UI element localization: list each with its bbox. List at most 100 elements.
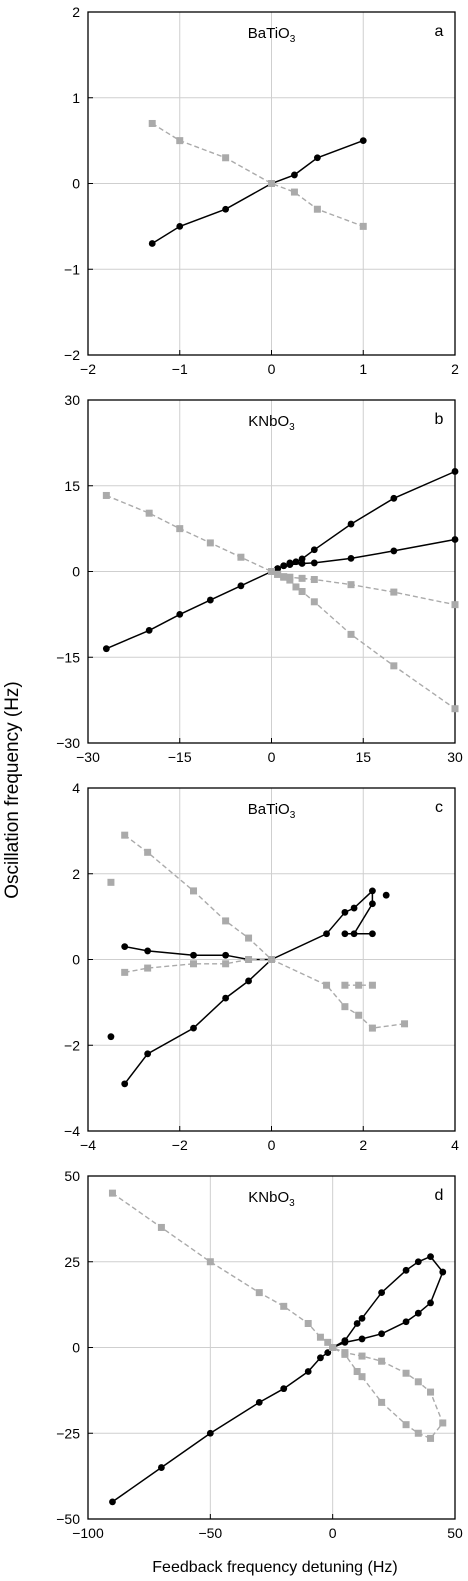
data-point: [378, 1398, 386, 1406]
data-point: [378, 1357, 386, 1365]
data-point: [268, 568, 275, 575]
data-point: [316, 1333, 324, 1341]
data-point: [347, 554, 355, 562]
data-point: [148, 240, 156, 247]
y-axis-label: Oscillation frequency (Hz): [2, 681, 23, 899]
data-point: [317, 1354, 324, 1362]
y-tick-label: 1: [72, 90, 80, 106]
x-tick-label: −100: [72, 1525, 104, 1541]
x-tick-label: 2: [451, 361, 459, 377]
data-point: [350, 904, 358, 912]
series-line: [124, 958, 272, 974]
data-point: [237, 582, 245, 590]
data-point: [313, 154, 321, 162]
data-point: [390, 662, 398, 670]
data-point: [439, 1268, 447, 1276]
data-point: [157, 1223, 165, 1231]
data-point: [451, 468, 459, 475]
data-point: [310, 546, 318, 554]
series-line: [151, 139, 364, 245]
data-point: [347, 630, 355, 638]
data-point: [427, 1299, 434, 1307]
panel-label: a: [435, 23, 444, 40]
data-point: [341, 1003, 349, 1011]
x-tick-label: −1: [172, 361, 188, 377]
data-point: [323, 930, 330, 938]
y-tick-label: 50: [64, 1168, 80, 1184]
y-tick-label: −25: [56, 1425, 80, 1441]
data-point: [176, 137, 184, 145]
data-point: [401, 1020, 409, 1028]
x-tick-label: −4: [80, 1137, 96, 1153]
data-point: [274, 570, 282, 578]
data-point: [353, 1368, 361, 1376]
data-point: [144, 964, 152, 972]
data-point: [102, 645, 110, 653]
data-point: [358, 1314, 366, 1322]
data-point: [121, 1080, 129, 1088]
x-tick-label: 4: [451, 1137, 459, 1153]
data-point: [222, 205, 230, 213]
panel-title: BaTiO3: [248, 25, 296, 45]
data-point: [206, 1258, 214, 1266]
y-tick-label: 4: [72, 780, 80, 796]
data-point: [102, 491, 110, 499]
data-point: [402, 1318, 410, 1326]
data-point: [280, 562, 288, 570]
data-point: [222, 960, 230, 968]
data-point: [280, 573, 288, 581]
data-point: [355, 1011, 363, 1019]
data-point: [414, 1429, 422, 1437]
data-point: [358, 1352, 366, 1360]
data-point: [439, 1419, 447, 1427]
data-point: [286, 561, 294, 569]
data-point: [290, 188, 298, 196]
data-point: [109, 1498, 116, 1506]
series-line: [112, 1255, 444, 1503]
series-line: [151, 122, 364, 228]
y-tick-label: 0: [72, 1340, 80, 1356]
data-point: [451, 536, 459, 543]
data-point: [206, 596, 214, 604]
data-point: [358, 1373, 366, 1381]
series-line: [112, 1192, 444, 1440]
x-tick-label: 0: [268, 1137, 276, 1153]
data-point: [121, 968, 129, 976]
data-point: [222, 154, 230, 162]
data-point: [313, 205, 321, 213]
data-point: [158, 1464, 165, 1471]
y-tick-label: −4: [64, 1123, 80, 1139]
data-point: [222, 951, 230, 959]
data-point: [451, 601, 459, 609]
data-point: [427, 1388, 435, 1396]
data-point: [368, 1024, 376, 1032]
data-point: [245, 977, 252, 985]
chart-panel-a: −2 −1 0 1 2 −2 −1 0 1 2 BaTiO3 a: [64, 4, 459, 377]
data-point: [222, 994, 230, 1002]
x-tick-label: 0: [268, 749, 276, 765]
y-tick-label: −15: [56, 649, 80, 665]
data-point: [148, 119, 156, 127]
panel-title: KNbO3: [248, 413, 295, 433]
data-point: [108, 1189, 116, 1197]
data-point: [341, 981, 349, 989]
x-tick-label: 0: [329, 1525, 337, 1541]
data-point: [378, 1289, 385, 1297]
x-tick-label: −30: [76, 749, 100, 765]
chart-panel-c: −4 −2 0 2 4 −4 −2 0 2 4 BaTiO3 c: [64, 780, 459, 1153]
data-point: [382, 891, 390, 899]
data-point: [310, 576, 318, 584]
data-point: [353, 1320, 361, 1327]
x-axis-label: Feedback frequency detuning (Hz): [152, 1559, 397, 1576]
data-point: [145, 626, 153, 634]
x-tick-label: 1: [359, 361, 367, 377]
data-point: [237, 553, 245, 561]
data-point: [341, 930, 349, 938]
data-point: [245, 934, 253, 942]
data-point: [280, 1385, 288, 1393]
y-tick-label: −30: [56, 735, 80, 751]
data-point: [390, 547, 398, 555]
data-point: [274, 565, 282, 573]
data-point: [144, 947, 152, 955]
